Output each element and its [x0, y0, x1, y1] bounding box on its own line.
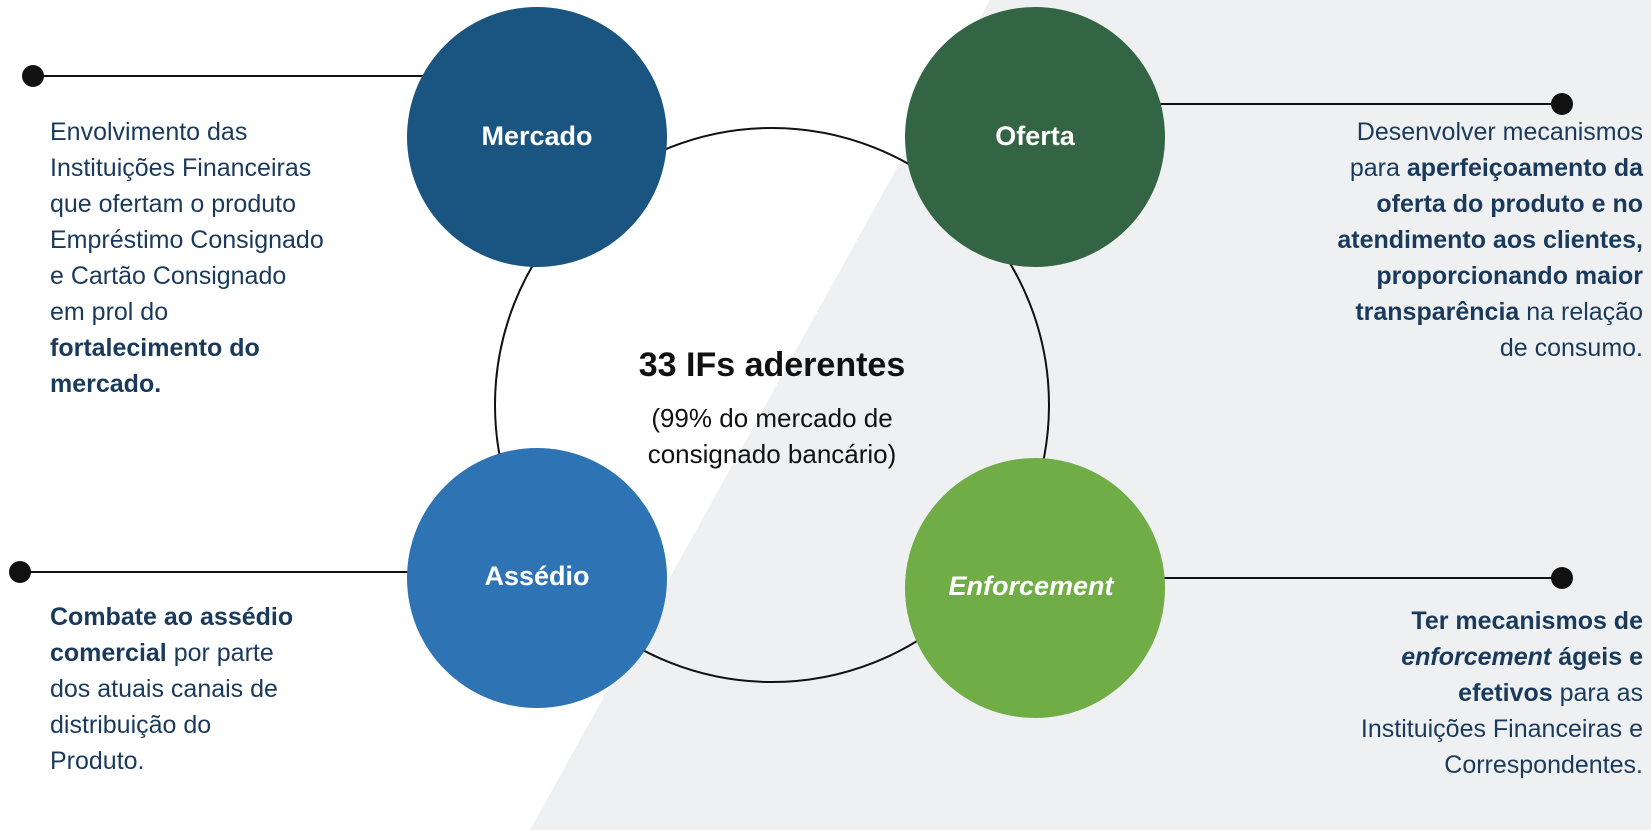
text-run: proporcionando maior	[1376, 262, 1643, 290]
text-run: por parte	[167, 639, 274, 667]
text-run: Empréstimo Consignado	[50, 226, 324, 254]
node-circle	[407, 448, 667, 708]
text-run: aperfeiçoamento da	[1407, 154, 1644, 182]
text-run: Correspondentes.	[1444, 751, 1643, 779]
description-line: transparência na relação	[1355, 298, 1643, 326]
node-label: Assédio	[484, 561, 589, 591]
text-run: oferta do produto e no	[1376, 190, 1643, 218]
background-panel	[530, 0, 1651, 830]
center-ring	[494, 127, 1050, 683]
text-run: efetivos	[1458, 679, 1552, 707]
description-line: atendimento aos clientes,	[1337, 226, 1643, 254]
text-run: para as	[1553, 679, 1643, 707]
text-run: Instituições Financeiras e	[1361, 715, 1643, 743]
description-line: efetivos para as	[1458, 679, 1643, 707]
text-run: fortalecimento do	[50, 334, 260, 362]
description-line: e Cartão Consignado	[50, 262, 286, 290]
connector-dot	[1551, 567, 1573, 589]
text-run: Produto.	[50, 747, 145, 775]
text-run: de consumo.	[1500, 334, 1643, 362]
description-line: Combate ao assédio	[50, 603, 293, 631]
description-line: em prol do	[50, 298, 168, 326]
connector-dot	[22, 65, 44, 87]
description-line: Instituições Financeiras	[50, 154, 311, 182]
description-line: Envolvimento das	[50, 118, 247, 146]
node-label: Enforcement	[948, 571, 1114, 601]
text-run: para	[1350, 154, 1407, 182]
text-run: mercado.	[50, 370, 161, 398]
description-line: Instituições Financeiras e	[1361, 715, 1643, 743]
connector-dot	[9, 561, 31, 583]
node-circle	[407, 7, 667, 267]
description-line: distribuição do	[50, 711, 211, 739]
text-run: Desenvolver mecanismos	[1357, 118, 1643, 146]
description-line: comercial por parte	[50, 639, 274, 667]
description-line: para aperfeiçoamento da	[1350, 154, 1644, 182]
text-run: em prol do	[50, 298, 168, 326]
text-run: enforcement	[1401, 643, 1553, 671]
text-run: distribuição do	[50, 711, 211, 739]
text-run: Envolvimento das	[50, 118, 247, 146]
center-title: 33 IFs aderentes	[639, 346, 905, 384]
text-run: ágeis e	[1551, 643, 1643, 671]
text-run: transparência	[1355, 298, 1520, 326]
text-run: e Cartão Consignado	[50, 262, 286, 290]
description-line: enforcement ágeis e	[1401, 643, 1643, 671]
text-run: dos atuais canais de	[50, 675, 278, 703]
text-run: Instituições Financeiras	[50, 154, 311, 182]
description-line: mercado.	[50, 370, 161, 398]
text-run: Ter mecanismos de	[1411, 607, 1643, 635]
description-line: Ter mecanismos de	[1411, 607, 1643, 635]
center-line: consignado bancário)	[648, 439, 897, 469]
description-line: proporcionando maior	[1376, 262, 1643, 290]
node-label: Mercado	[481, 121, 592, 151]
center-line: (99% do mercado de	[651, 403, 892, 433]
description-line: dos atuais canais de	[50, 675, 278, 703]
connector-dot	[1551, 93, 1573, 115]
node-label: Oferta	[995, 121, 1076, 151]
node-circle	[905, 458, 1165, 718]
description-line: Desenvolver mecanismos	[1357, 118, 1643, 146]
description-line: de consumo.	[1500, 334, 1643, 362]
description-line: que ofertam o produto	[50, 190, 296, 218]
text-run: na relação	[1519, 298, 1643, 326]
description-line: oferta do produto e no	[1376, 190, 1643, 218]
text-run: Combate ao assédio	[50, 603, 293, 631]
description-line: Empréstimo Consignado	[50, 226, 324, 254]
description-line: Produto.	[50, 747, 145, 775]
text-run: comercial	[50, 639, 167, 667]
text-run: que ofertam o produto	[50, 190, 296, 218]
description-line: Correspondentes.	[1444, 751, 1643, 779]
text-run: atendimento aos clientes,	[1337, 226, 1643, 254]
description-line: fortalecimento do	[50, 334, 260, 362]
node-circle	[905, 7, 1165, 267]
